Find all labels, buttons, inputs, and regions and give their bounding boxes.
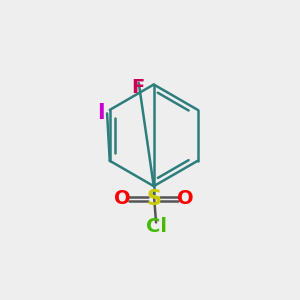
Text: O: O xyxy=(177,189,193,208)
Text: F: F xyxy=(131,79,144,98)
Text: I: I xyxy=(97,103,104,123)
Text: O: O xyxy=(114,189,131,208)
Text: Cl: Cl xyxy=(146,217,167,236)
Text: S: S xyxy=(146,189,161,209)
